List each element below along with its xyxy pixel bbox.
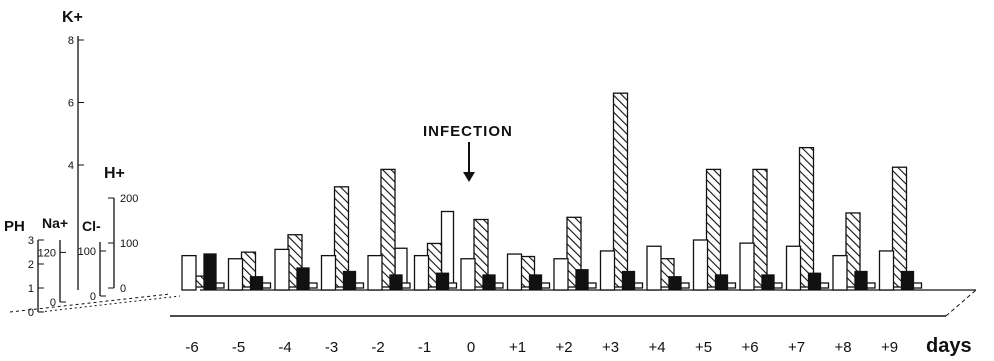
bars-layer <box>181 92 923 291</box>
bar-ph-m2 <box>367 254 383 291</box>
x-tick-label-p7: +7 <box>788 339 805 356</box>
bar-na-m3 <box>342 270 357 290</box>
bar-ph-m6 <box>181 254 197 291</box>
x-axis-title: days <box>926 335 972 357</box>
axis-tick-label: 8 <box>68 35 74 47</box>
bar-ph-m5 <box>227 258 244 291</box>
bar-k-p3 <box>612 92 629 288</box>
x-tick-label-p8: +8 <box>834 339 851 356</box>
axis-tick-label: 0 <box>90 291 96 303</box>
bar-ph-p1 <box>506 253 523 291</box>
x-tick-label-m3: -3 <box>325 339 338 356</box>
bar-k-0 <box>473 218 489 288</box>
bar-na-p8 <box>854 270 868 290</box>
axis-tick-label: 6 <box>68 98 74 110</box>
axis-tick-label: 3 <box>28 235 34 247</box>
x-tick-label-p5: +5 <box>695 339 712 356</box>
axis-label-na: Na+ <box>42 215 68 231</box>
axis-tick-label: 1 <box>28 283 34 295</box>
bar-k-p6 <box>752 168 768 288</box>
bar-ph-p3 <box>599 250 616 291</box>
bar-na-p2 <box>575 269 589 290</box>
axis-tick-label: 0 <box>28 307 34 319</box>
bar-na-p7 <box>807 272 822 290</box>
bar-k-p5 <box>705 168 722 288</box>
axis-tick-label: 2 <box>28 259 34 271</box>
bar-k-p9 <box>891 166 908 288</box>
bar-na-m2 <box>389 274 403 290</box>
bar-ph-m4 <box>274 248 290 291</box>
axis-tick-label: 0 <box>50 297 56 309</box>
x-tick-label-m4: -4 <box>278 339 291 356</box>
x-tick-label-m6: -6 <box>185 339 198 356</box>
bar-ph-p6 <box>739 242 755 291</box>
bar-k-m3 <box>333 186 350 288</box>
floor-right-edge <box>945 289 977 317</box>
bar-na-m4 <box>296 267 310 290</box>
x-tick-labels: -6 -5 -4 -3 -2 -1 0 +1 +2 +3 +4 +5 +6 +7 +8 +9 <box>185 339 898 356</box>
bar-na-m6 <box>203 253 217 290</box>
axis-tick-label: 100 <box>78 246 96 258</box>
bar-na-p3 <box>621 270 636 290</box>
bar-ph-p4 <box>646 245 662 291</box>
axis-label-cl: Cl- <box>82 218 101 234</box>
bar-na-m5 <box>249 276 264 290</box>
bar-na-p9 <box>900 270 915 290</box>
bar-na-p1 <box>528 274 543 290</box>
x-tick-label-m1: -1 <box>418 339 431 356</box>
x-tick-label-p2: +2 <box>555 339 572 356</box>
bar-na-p6 <box>761 274 775 290</box>
x-tick-label-0: 0 <box>467 339 475 356</box>
bar-ph-p9 <box>878 250 895 291</box>
x-tick-label-m2: -2 <box>371 339 384 356</box>
infection-arrow-icon <box>463 142 475 182</box>
axis-tick-label: 120 <box>38 247 56 259</box>
bar-na-p5 <box>714 274 729 290</box>
bar-k-p8 <box>845 212 861 288</box>
bar-ph-p8 <box>832 254 848 291</box>
x-tick-label-p4: +4 <box>648 339 665 356</box>
floor-left-edge-2 <box>39 295 181 313</box>
bar-ph-m3 <box>320 254 337 291</box>
infection-annotation: INFECTION <box>423 123 513 140</box>
bar-ph-p2 <box>553 258 569 291</box>
bar-k-p7 <box>798 146 815 288</box>
axis-label-ph: PH <box>4 218 25 235</box>
axis-tick-label: 100 <box>120 238 138 250</box>
bar-k-m2 <box>380 168 396 288</box>
x-tick-label-p9: +9 <box>881 339 898 356</box>
axis-tick-label: 0 <box>120 283 126 295</box>
axis-tick-label: 200 <box>120 193 138 205</box>
x-tick-label-m5: -5 <box>232 339 245 356</box>
x-tick-label-p1: +1 <box>509 339 526 356</box>
bar-ph-0 <box>460 258 476 291</box>
floor-left-edge <box>9 293 171 313</box>
x-tick-label-p6: +6 <box>741 339 758 356</box>
bar-ph-p7 <box>785 245 802 291</box>
axis-tick-label: 4 <box>68 160 74 172</box>
bar-na-0 <box>482 274 496 290</box>
axis-label-h: H+ <box>104 165 125 182</box>
axis-label-k: K+ <box>62 9 83 26</box>
x-tick-label-p3: +3 <box>602 339 619 356</box>
bar-na-p4 <box>668 276 682 290</box>
bar-ph-p5 <box>692 239 709 291</box>
bar-na-m1 <box>435 272 450 290</box>
bar-ph-m1 <box>413 254 430 291</box>
